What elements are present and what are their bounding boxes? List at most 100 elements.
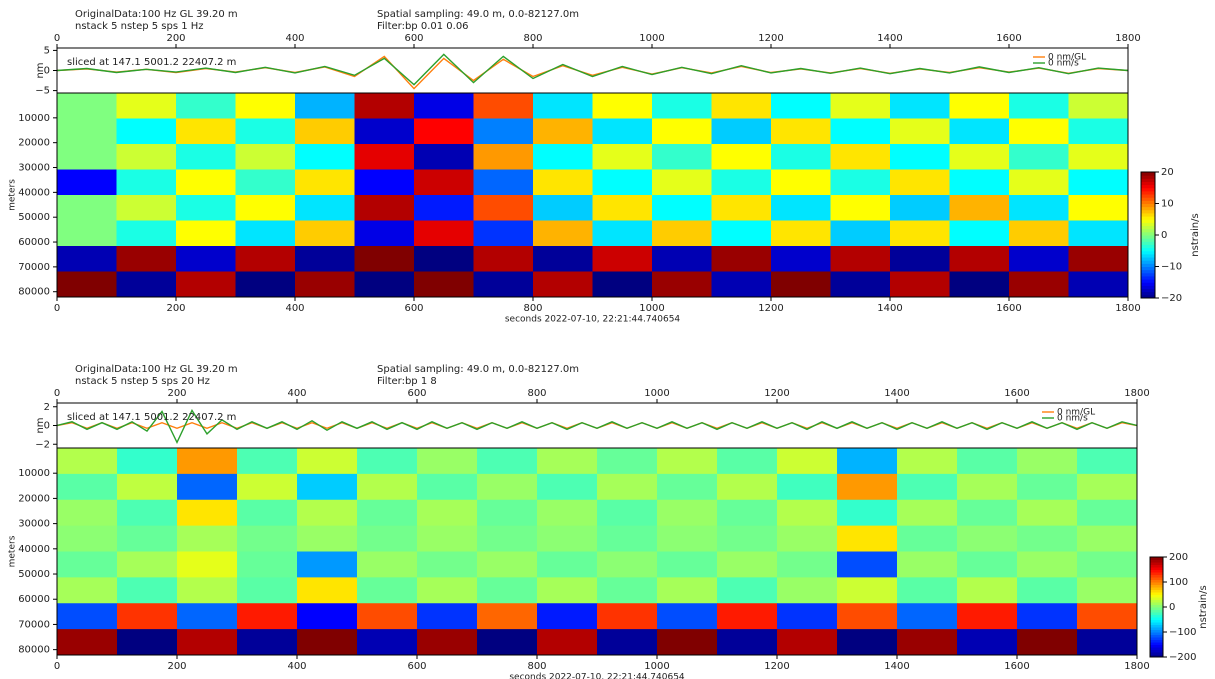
x-tick-label: 400: [285, 303, 304, 314]
heatmap-cell: [1077, 577, 1138, 603]
heatmap-cell: [355, 246, 415, 272]
heatmap-cell: [357, 448, 418, 474]
x-tick-label: 1800: [1115, 303, 1140, 314]
header-text: nstack 5 nstep 5 sps 20 Hz: [75, 376, 210, 387]
heatmap-cell: [414, 221, 474, 247]
heatmap-cell: [717, 500, 778, 526]
colorbar-step: [1141, 207, 1155, 211]
heatmap-cell: [957, 448, 1018, 474]
heatmap-cell: [117, 629, 178, 655]
heatmap-cell: [1017, 526, 1078, 552]
header-text: Spatial sampling: 49.0 m, 0.0-82127.0m: [377, 364, 579, 375]
heatmap-cell: [950, 93, 1010, 119]
heatmap-cell: [950, 272, 1010, 298]
heatmap-cell: [712, 93, 772, 119]
heatmap-cell: [474, 221, 534, 247]
heatmap-cell: [890, 272, 950, 298]
legend-label: 0 nm/s: [1057, 414, 1088, 424]
heatmap-cell: [1077, 474, 1138, 500]
heatmap-cell: [1017, 552, 1078, 578]
heatmap-cell: [1069, 170, 1129, 196]
heatmap-cell: [237, 603, 298, 629]
x-tick-label: 1400: [884, 388, 909, 399]
heatmap-cell: [297, 474, 358, 500]
heatmap-cell: [1069, 93, 1129, 119]
heatmap-cell: [176, 221, 236, 247]
x-tick-label: 1800: [1115, 33, 1140, 44]
heatmap-cell: [950, 170, 1010, 196]
heatmap-cell: [717, 448, 778, 474]
heatmap-cell: [177, 577, 238, 603]
heatmap-cell: [417, 448, 478, 474]
heatmap-cell: [831, 272, 891, 298]
heatmap-cell: [533, 272, 593, 298]
heatmap-cell: [474, 119, 534, 145]
heatmap-cell: [357, 526, 418, 552]
heatmap-cell: [357, 500, 418, 526]
heatmap-cell: [237, 500, 298, 526]
heatmap-cell: [295, 170, 355, 196]
heatmap-cell: [237, 526, 298, 552]
x-tick-label: 1000: [639, 33, 664, 44]
y-axis-label: nm: [35, 62, 46, 78]
heatmap-cell: [1009, 272, 1069, 298]
heatmap-cell: [837, 448, 898, 474]
heatmap-cell: [357, 629, 418, 655]
heatmap-cell: [1077, 552, 1138, 578]
header-text: Spatial sampling: 49.0 m, 0.0-82127.0m: [377, 9, 579, 20]
colorbar-step: [1141, 285, 1155, 289]
heatmap-cell: [414, 195, 474, 221]
heatmap-cell: [537, 500, 598, 526]
x-tick-label: 600: [407, 388, 426, 399]
colorbar-step: [1141, 194, 1155, 198]
heatmap-cell: [176, 119, 236, 145]
heatmap-cell: [57, 629, 118, 655]
heatmap-cell: [417, 474, 478, 500]
heatmap-cell: [477, 577, 538, 603]
colorbar-step: [1141, 273, 1155, 277]
colorbar-tick-label: −200: [1169, 652, 1196, 663]
heatmap-cell: [831, 221, 891, 247]
heatmap-cell: [176, 195, 236, 221]
colorbar-step: [1141, 248, 1155, 252]
heatmap-cell: [957, 629, 1018, 655]
colorbar-step: [1141, 197, 1155, 201]
heatmap-cell: [831, 170, 891, 196]
colorbar-tick-label: 200: [1169, 552, 1188, 563]
heatmap-cell: [897, 577, 958, 603]
heatmap-cell: [897, 448, 958, 474]
heatmap-cell: [597, 448, 658, 474]
heatmap-cell: [177, 526, 238, 552]
heatmap-cell: [297, 448, 358, 474]
heatmap-cell: [897, 500, 958, 526]
heatmap-cell: [1069, 144, 1129, 170]
colorbar-step: [1141, 235, 1155, 239]
x-tick-label: 600: [407, 661, 426, 672]
heatmap-cell: [1017, 500, 1078, 526]
heatmap-cell: [117, 170, 177, 196]
heatmap-cell: [176, 144, 236, 170]
y-tick-label: 5: [44, 45, 50, 56]
y-tick-label: 50000: [18, 569, 50, 580]
heatmap-cell: [117, 221, 177, 247]
x-tick-label: 600: [404, 33, 423, 44]
heatmap-cell: [1069, 246, 1129, 272]
colorbar-step: [1141, 226, 1155, 230]
heatmap-cell: [417, 577, 478, 603]
header-text: Filter:bp 0.01 0.06: [377, 21, 469, 32]
heatmap-cell: [1009, 221, 1069, 247]
heatmap-cell: [777, 577, 838, 603]
heatmap-cell: [950, 144, 1010, 170]
heatmap-cell: [477, 603, 538, 629]
x-tick-label: 1800: [1124, 661, 1149, 672]
heatmap-cell: [950, 119, 1010, 145]
heatmap-cell: [652, 170, 712, 196]
heatmap-cell: [837, 603, 898, 629]
heatmap-cell: [537, 448, 598, 474]
heatmap-cell: [474, 272, 534, 298]
heatmap-cell: [1069, 119, 1129, 145]
heatmap-cell: [831, 144, 891, 170]
colorbar-step: [1141, 292, 1155, 296]
heatmap-cell: [593, 272, 653, 298]
heatmap-cell: [597, 526, 658, 552]
